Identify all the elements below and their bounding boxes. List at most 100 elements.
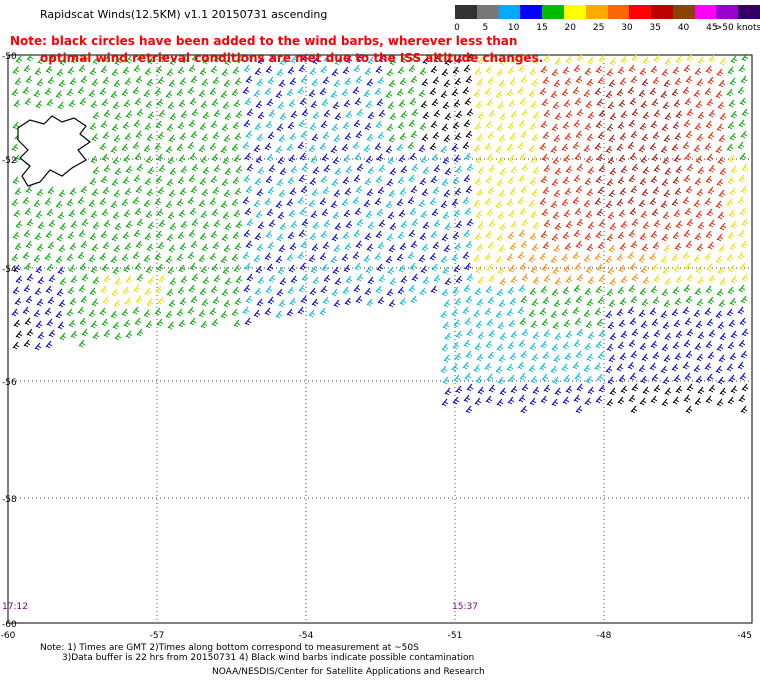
wind-barb bbox=[143, 254, 151, 263]
wind-barb bbox=[323, 109, 331, 118]
wind-barb bbox=[539, 87, 547, 96]
longitude-label: -51 bbox=[448, 631, 463, 641]
wind-barb bbox=[464, 262, 472, 271]
wind-barb bbox=[726, 143, 734, 152]
wind-barb bbox=[78, 339, 86, 348]
wind-barb bbox=[257, 166, 265, 175]
wind-barb bbox=[366, 188, 374, 197]
wind-barb bbox=[44, 307, 52, 316]
wind-barb bbox=[199, 177, 207, 186]
wind-barb bbox=[363, 254, 371, 263]
wind-barb bbox=[616, 308, 624, 317]
wind-barb bbox=[683, 339, 691, 348]
wind-barb bbox=[574, 97, 582, 106]
wind-barb bbox=[575, 295, 583, 304]
wind-barb bbox=[396, 88, 404, 97]
wind-barb bbox=[213, 109, 221, 118]
wind-barb bbox=[124, 77, 132, 86]
wind-barb bbox=[37, 221, 45, 230]
legend-label: 20 bbox=[564, 23, 577, 33]
wind-barb bbox=[103, 219, 111, 228]
wind-barb bbox=[464, 97, 472, 106]
wind-barb bbox=[495, 255, 503, 264]
wind-barb bbox=[155, 230, 163, 239]
wind-barb bbox=[539, 362, 547, 371]
wind-barb bbox=[475, 320, 483, 329]
wind-barb bbox=[616, 143, 624, 152]
wind-barb bbox=[562, 341, 570, 350]
wind-barb bbox=[80, 240, 88, 249]
wind-barb bbox=[224, 222, 232, 231]
wind-barb bbox=[235, 220, 243, 229]
wind-barb bbox=[475, 210, 483, 219]
wind-barb bbox=[595, 175, 603, 184]
wind-barb bbox=[420, 265, 428, 274]
wind-barb bbox=[191, 218, 199, 227]
wind-barb bbox=[356, 273, 364, 282]
wind-barb bbox=[433, 219, 441, 228]
wind-barb bbox=[706, 373, 714, 382]
wind-barb bbox=[718, 244, 726, 253]
wind-barb bbox=[532, 111, 540, 120]
wind-barb bbox=[715, 310, 723, 319]
wind-barb bbox=[286, 143, 294, 152]
wind-barb bbox=[89, 287, 97, 296]
wind-barb bbox=[158, 219, 166, 228]
wind-barb bbox=[179, 242, 187, 251]
wind-barb bbox=[442, 376, 450, 385]
wind-barb bbox=[386, 123, 394, 132]
wind-barb bbox=[265, 285, 273, 294]
wind-barb bbox=[475, 100, 483, 109]
wind-barb bbox=[243, 229, 251, 238]
wind-barb bbox=[388, 299, 396, 308]
wind-barb bbox=[671, 308, 679, 317]
wind-barb bbox=[121, 308, 129, 317]
legend-label: 15 bbox=[536, 23, 548, 33]
wind-barb bbox=[520, 130, 528, 139]
wind-barb bbox=[133, 64, 141, 73]
wind-barb bbox=[99, 197, 107, 206]
wind-barb bbox=[719, 387, 727, 396]
wind-barb bbox=[244, 97, 252, 106]
wind-barb bbox=[440, 90, 448, 99]
wind-barb bbox=[396, 253, 404, 262]
wind-barb bbox=[488, 164, 496, 173]
wind-barb bbox=[165, 310, 173, 319]
wind-barb bbox=[520, 405, 528, 414]
wind-barb bbox=[156, 208, 164, 217]
wind-barb bbox=[286, 308, 294, 317]
wind-barb bbox=[233, 264, 241, 273]
footer-note-2: 3)Data buffer is 22 hrs from 20150731 4)… bbox=[62, 653, 475, 663]
wind-barb bbox=[573, 394, 581, 403]
wind-barb bbox=[253, 89, 261, 98]
wind-barb bbox=[466, 108, 474, 117]
wind-barb bbox=[144, 232, 152, 241]
wind-barb bbox=[739, 262, 747, 271]
wind-barb bbox=[36, 78, 44, 87]
wind-barb bbox=[389, 112, 397, 121]
wind-barb bbox=[462, 251, 470, 260]
wind-barb bbox=[309, 287, 317, 296]
wind-barb bbox=[573, 174, 581, 183]
wind-barb bbox=[540, 285, 548, 294]
wind-barb bbox=[618, 374, 626, 383]
wind-barb bbox=[507, 66, 515, 75]
wind-barb bbox=[540, 340, 548, 349]
wind-barb bbox=[344, 77, 352, 86]
wind-barb bbox=[308, 199, 316, 208]
wind-barb bbox=[627, 86, 635, 95]
wind-barb bbox=[486, 263, 494, 272]
legend-swatch bbox=[607, 5, 630, 19]
wind-barb bbox=[132, 251, 140, 260]
wind-barb bbox=[286, 88, 294, 97]
wind-barb bbox=[531, 298, 539, 307]
wind-barb bbox=[675, 275, 683, 284]
wind-barb bbox=[563, 319, 571, 328]
wind-barb bbox=[353, 229, 361, 238]
wind-barb bbox=[620, 165, 628, 174]
wind-barb bbox=[179, 297, 187, 306]
wind-barb bbox=[705, 65, 713, 74]
wind-barb bbox=[551, 398, 559, 407]
wind-barb bbox=[520, 75, 528, 84]
wind-barb bbox=[34, 232, 42, 241]
